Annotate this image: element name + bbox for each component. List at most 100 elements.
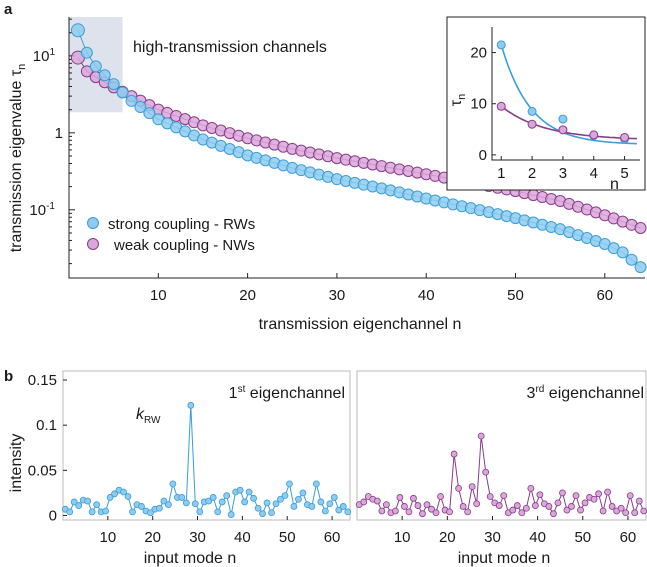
panel-b-point-weak bbox=[391, 507, 399, 515]
panel-a-xtick-label: 30 bbox=[329, 287, 346, 304]
panel-b-point-weak bbox=[536, 491, 544, 499]
inset-axes: 1 2 3 4 5 0 10 20 bbox=[470, 27, 640, 182]
panel-b-point-strong bbox=[156, 504, 163, 512]
panel-b-point-weak bbox=[635, 497, 643, 505]
panel-b-xtick-label: 20 bbox=[144, 529, 161, 546]
panel-a-xtick-label: 20 bbox=[239, 287, 256, 304]
panel-b1-title-sup: st bbox=[238, 384, 246, 395]
panel-b-point-weak bbox=[626, 492, 634, 500]
panel-b-xtick-label: 20 bbox=[439, 529, 456, 546]
panel-b-xtick-label: 10 bbox=[394, 529, 411, 546]
panel-b-ytick-label: 0.05 bbox=[28, 462, 57, 479]
inset-ytick-label: 0 bbox=[479, 147, 487, 164]
panel-b-point-weak bbox=[590, 495, 598, 503]
panel-b-point-strong bbox=[164, 501, 172, 509]
panel-b-xtick-label: 50 bbox=[574, 529, 591, 546]
panel-b-point-strong bbox=[250, 494, 257, 502]
panel-b-point-strong bbox=[335, 506, 343, 514]
inset-xtick-label: 5 bbox=[620, 165, 628, 182]
panel-b-point-strong bbox=[339, 503, 347, 510]
inset-xlabel: n bbox=[610, 176, 619, 193]
point-strong bbox=[134, 101, 147, 114]
panel-a-legend: strong coupling - RWs weak coupling - NW… bbox=[87, 216, 255, 254]
panel-a-xtick-label: 40 bbox=[418, 287, 435, 304]
panel-b-point-strong bbox=[124, 493, 132, 500]
panel-b-point-weak bbox=[554, 499, 562, 507]
point-strong bbox=[107, 78, 120, 91]
point-strong bbox=[89, 60, 102, 73]
panel-b-point-weak bbox=[500, 492, 508, 500]
panel-a-xtick-label: 10 bbox=[150, 287, 167, 304]
panel-b-point-weak bbox=[360, 498, 368, 506]
panel-b-point-strong bbox=[299, 489, 307, 497]
panel-a-xlabel: transmission eigenchannel n bbox=[259, 316, 462, 333]
point-strong bbox=[143, 107, 156, 120]
panel-b1-axes: 10 20 30 40 50 60 0 0.05 0.1 0.15 bbox=[28, 370, 351, 546]
panel-b-point-strong bbox=[138, 503, 145, 510]
panel-b-point-strong bbox=[66, 508, 74, 516]
inset-point-weak bbox=[527, 119, 537, 129]
inset-points bbox=[496, 40, 630, 144]
panel-b2-xlabel: input mode n bbox=[458, 550, 551, 567]
inset-ylabel-main: τ bbox=[448, 99, 465, 106]
inset-ylabel: τn bbox=[448, 94, 468, 106]
panel-b-xtick-label: 60 bbox=[620, 529, 637, 546]
panel-b-point-strong bbox=[245, 488, 253, 496]
legend-marker-weak bbox=[87, 238, 99, 250]
panel-b-point-strong bbox=[160, 497, 168, 505]
inset-point-strong bbox=[558, 114, 568, 124]
panel-b-point-weak bbox=[563, 506, 571, 514]
legend-marker-strong bbox=[87, 217, 99, 229]
panel-b-point-strong bbox=[187, 401, 195, 409]
panel-b-point-strong bbox=[308, 503, 316, 510]
point-weak bbox=[80, 65, 93, 78]
panel-b-point-weak bbox=[568, 503, 575, 510]
point-weak bbox=[634, 222, 647, 235]
panel-b-point-strong bbox=[254, 504, 262, 512]
panel-b2-title-sup: rd bbox=[535, 384, 544, 395]
panel-b-xtick-label: 40 bbox=[234, 529, 251, 546]
panel-b-point-weak bbox=[513, 502, 521, 509]
panel-b-point-weak bbox=[527, 484, 535, 492]
inset-ytick-label: 20 bbox=[470, 45, 487, 62]
panel-b-point-weak bbox=[608, 503, 616, 510]
panel-a-label: a bbox=[4, 1, 13, 18]
panel-b-point-strong bbox=[182, 499, 190, 507]
panel-b-point-strong bbox=[272, 500, 280, 508]
panel-a-xtick-label: 50 bbox=[507, 287, 524, 304]
panel-b-point-strong bbox=[281, 492, 289, 500]
panel-b-point-weak bbox=[455, 484, 463, 492]
panel-b-point-strong bbox=[84, 497, 92, 505]
panel-b-point-strong bbox=[102, 507, 110, 515]
panel-b-point-strong bbox=[330, 494, 338, 501]
inset-point-strong bbox=[496, 40, 506, 50]
k-rw-annotation: kRW bbox=[136, 406, 161, 426]
panel-b-point-strong bbox=[129, 508, 136, 516]
panel-b-point-weak bbox=[464, 508, 472, 516]
panel-b-point-strong bbox=[295, 495, 302, 503]
panel-b-point-weak bbox=[617, 504, 625, 512]
legend-label-strong: strong coupling - RWs bbox=[108, 216, 255, 233]
panel-b-point-weak bbox=[595, 490, 602, 498]
panel-b-point-strong bbox=[317, 498, 325, 506]
panel-b-point-weak bbox=[410, 494, 417, 502]
panel-b-point-strong bbox=[93, 501, 101, 509]
panel-b-point-weak bbox=[572, 492, 580, 500]
panel-b-frame bbox=[356, 370, 647, 521]
panel-b-ytick-label: 0.1 bbox=[36, 417, 57, 434]
panel-b-point-weak bbox=[581, 499, 589, 507]
inset-point-weak bbox=[589, 130, 599, 140]
panel-b-line-weak bbox=[359, 435, 645, 515]
point-strong bbox=[70, 23, 85, 38]
panel-b-point-weak bbox=[495, 502, 503, 509]
panel-b-point-weak bbox=[522, 504, 530, 512]
panel-b-point-weak bbox=[419, 510, 426, 518]
inset-fit-curves bbox=[500, 44, 637, 145]
panel-a-ytick-label: 101 bbox=[33, 47, 56, 65]
panel-b1-title-num: 1 bbox=[229, 385, 238, 402]
panel-b1-series bbox=[61, 401, 352, 518]
panel-b1-xlabel: input mode n bbox=[144, 550, 237, 567]
panel-b-point-weak bbox=[577, 506, 584, 514]
panel-b-ylabel: intensity bbox=[8, 434, 25, 493]
